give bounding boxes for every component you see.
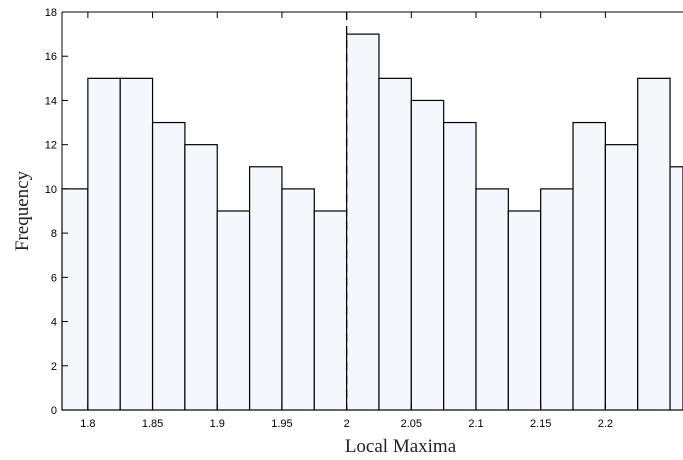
y-tick-label: 14 [45,95,57,107]
y-tick-label: 2 [51,361,57,373]
x-tick-label: 2.2 [598,418,613,430]
histogram-bar-7 [248,166,283,411]
histogram-bar-15 [507,210,542,411]
y-tick-label: 18 [45,7,57,19]
histogram-bar-18 [604,144,639,411]
y-tick-label: 4 [51,317,57,329]
histogram-bar-3 [119,77,154,411]
x-tick-label: 2.1 [468,418,483,430]
axes-layer [61,11,683,411]
histogram-bar-6 [216,210,251,411]
x-tick-label: 1.95 [271,418,292,430]
x-tick-label: 1.85 [142,418,163,430]
histogram-bar-17 [572,121,606,411]
x-tick-label: 2 [344,418,350,430]
x-axis-title: Local Maxima [345,436,457,457]
histogram-bar-2 [87,77,121,411]
histogram-bar-20 [669,166,683,411]
histogram-bar-4 [151,121,186,411]
x-tick-label: 2.05 [401,418,422,430]
x-tick-label: 2.15 [530,418,551,430]
histogram-bar-10 [346,33,380,411]
x-tick-label: 1.9 [210,418,225,430]
y-tick-layer: 0 2 4 6 8 10 12 14 16 18 [45,7,68,417]
histogram-bar-19 [637,77,671,411]
y-axis-title: Frequency [12,170,33,251]
histogram-bar-16 [540,188,574,411]
x-tick-label: 1.8 [80,418,95,430]
y-tick-label: 16 [45,51,57,63]
y-tick-label: 8 [51,228,57,240]
histogram-bar-11 [378,77,412,411]
y-tick-label: 0 [51,405,57,417]
histogram-bar-12 [410,99,445,411]
histogram-bar-1 [61,188,89,411]
y-tick-label: 12 [45,140,57,152]
histogram-bar-13 [443,121,477,411]
bars-layer [61,33,683,411]
y-tick-label: 10 [45,184,57,196]
x-tick-layer: 1.8 1.85 1.9 1.95 2 2.05 2.1 2.15 2.2 [80,12,613,430]
histogram-bar-14 [475,188,509,411]
histogram-bar-5 [184,144,218,411]
histogram-bar-9 [313,210,348,411]
histogram-bar-8 [281,188,315,411]
y-tick-label: 6 [51,272,57,284]
